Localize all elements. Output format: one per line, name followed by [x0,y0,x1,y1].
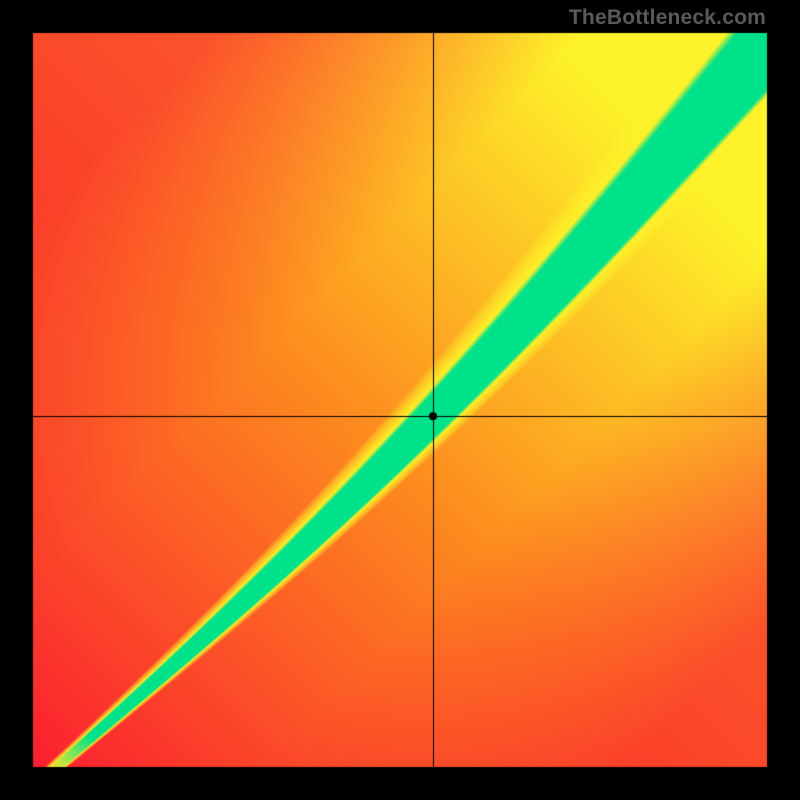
watermark-text: TheBottleneck.com [569,6,766,30]
bottleneck-heatmap [0,0,800,800]
chart-container: TheBottleneck.com [0,0,800,800]
